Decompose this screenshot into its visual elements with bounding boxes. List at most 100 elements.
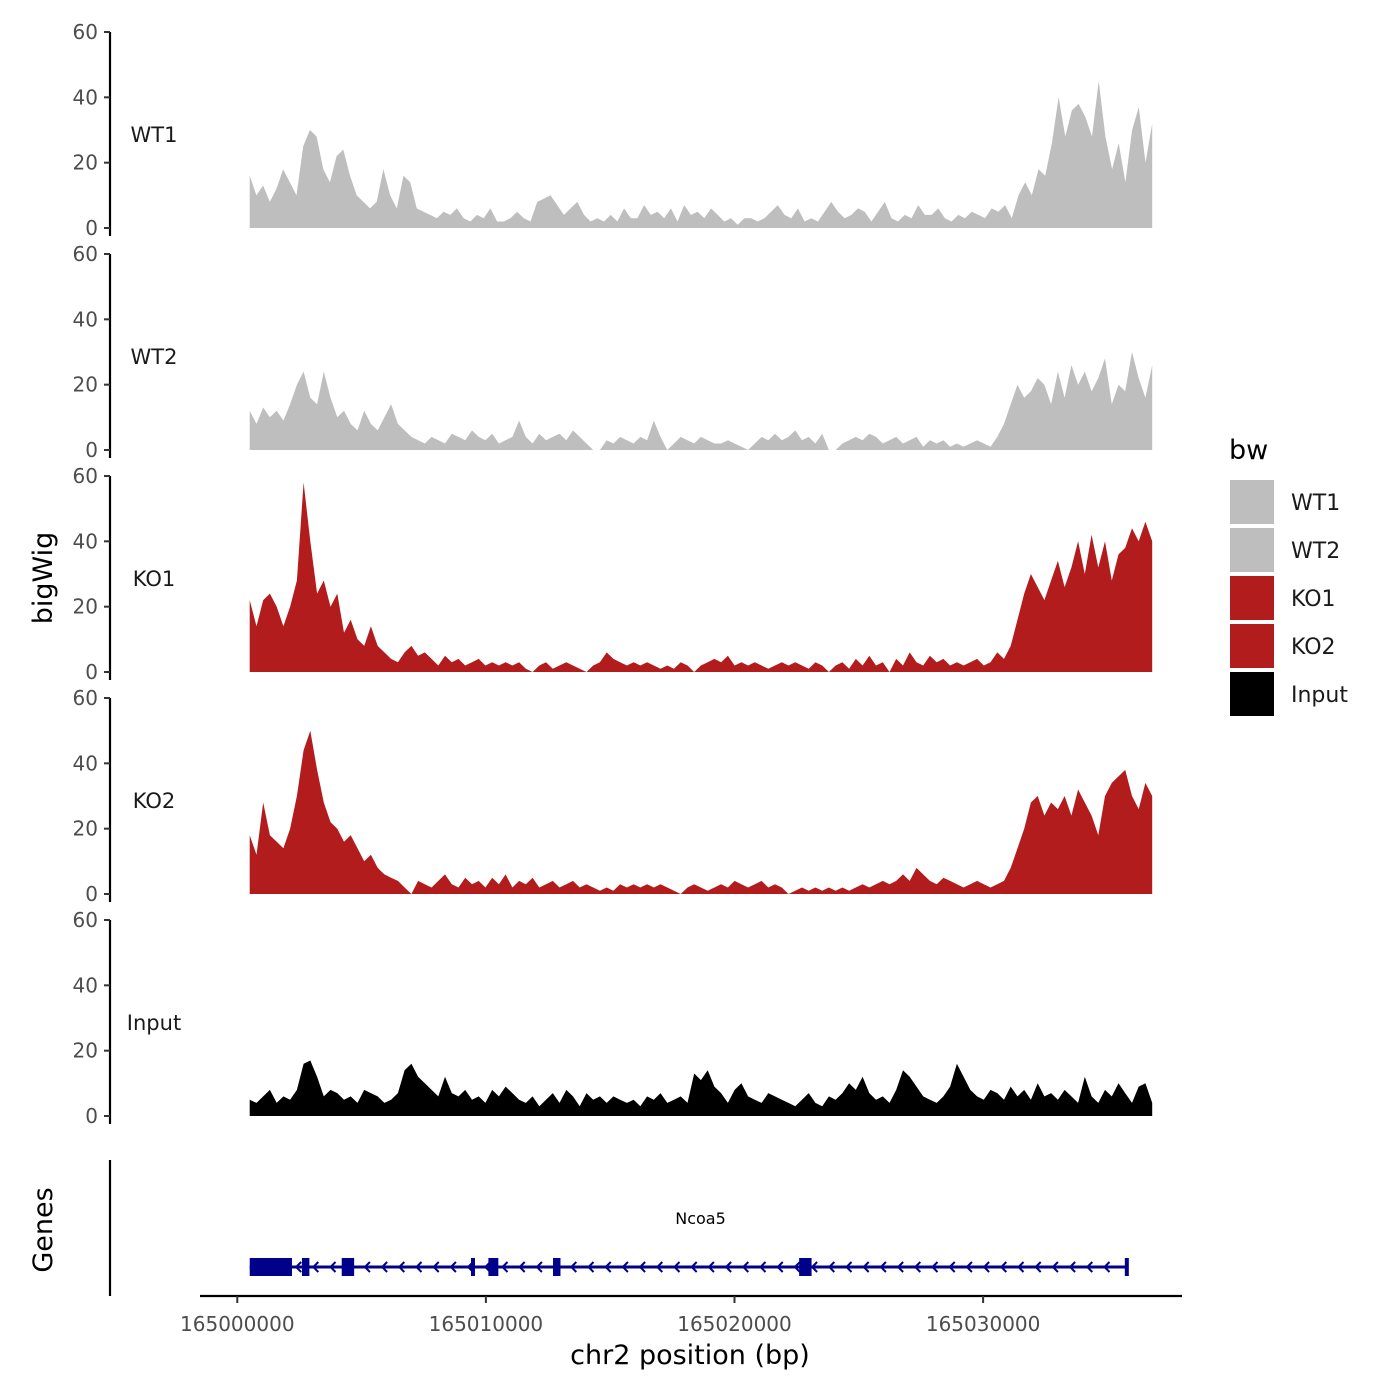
y-tick-label: 60 xyxy=(73,242,98,266)
y-tick-label: 60 xyxy=(73,686,98,710)
strand-arrow xyxy=(896,1261,904,1273)
x-tick-label: 165030000 xyxy=(926,1312,1041,1336)
strand-arrow xyxy=(329,1261,337,1273)
legend-swatch xyxy=(1230,672,1274,716)
track-label: Input xyxy=(127,1011,181,1035)
strand-arrow xyxy=(501,1261,509,1273)
legend-swatch xyxy=(1230,528,1274,572)
strand-arrow xyxy=(999,1261,1008,1273)
track-label: WT1 xyxy=(131,123,178,147)
legend-label: Input xyxy=(1291,683,1348,708)
x-axis: 165000000 165010000 165020000 165030000 xyxy=(180,1294,1182,1336)
strand-arrow xyxy=(1085,1261,1094,1273)
strand-arrow xyxy=(432,1261,440,1273)
y-tick-label: 20 xyxy=(73,1039,98,1063)
x-tick-label: 165010000 xyxy=(429,1312,544,1336)
strand-arrow xyxy=(1103,1261,1111,1273)
strand-arrow xyxy=(741,1261,750,1273)
y-tick-label: 20 xyxy=(73,373,98,397)
track-label: KO1 xyxy=(133,567,176,591)
strand-arrow xyxy=(518,1261,526,1273)
gene-exon xyxy=(470,1258,475,1276)
legend-swatch xyxy=(1230,480,1274,524)
strand-arrow xyxy=(380,1261,388,1273)
area-input xyxy=(249,1060,1153,1116)
x-tick-label: 165020000 xyxy=(677,1312,792,1336)
legend-item-input: Input xyxy=(1230,672,1348,716)
y-tick-label: 40 xyxy=(73,307,98,331)
strand-arrow xyxy=(724,1261,732,1273)
strand-arrow xyxy=(363,1261,371,1273)
strand-arrow xyxy=(879,1261,887,1273)
strand-arrow xyxy=(397,1261,406,1273)
strand-arrow xyxy=(1068,1261,1076,1273)
y-tick-label: 40 xyxy=(73,85,98,109)
strand-arrow xyxy=(776,1261,784,1273)
gene-exon xyxy=(553,1258,561,1276)
strand-arrow xyxy=(1034,1261,1042,1273)
legend: bw WT1 WT2 KO1 KO2 Input xyxy=(1229,435,1348,716)
strand-arrow xyxy=(982,1261,990,1273)
area-wt2 xyxy=(249,352,1153,450)
y-tick-label: 0 xyxy=(85,882,98,906)
y-tick-label: 20 xyxy=(73,595,98,619)
strand-arrow xyxy=(690,1261,698,1273)
strand-arrow xyxy=(793,1261,801,1273)
area-ko2 xyxy=(249,730,1153,894)
gene-track-panel: Ncoa5 xyxy=(108,1160,1129,1296)
gene-exon xyxy=(301,1258,310,1276)
strand-arrow xyxy=(621,1261,629,1273)
y-tick-label: 40 xyxy=(73,973,98,997)
strand-arrow xyxy=(1017,1261,1025,1273)
legend-swatch xyxy=(1230,624,1274,668)
y-tick-label: 60 xyxy=(73,464,98,488)
y-tick-label: 0 xyxy=(85,216,98,240)
strand-arrow xyxy=(415,1261,423,1273)
gene-exon xyxy=(799,1258,812,1276)
legend-item-wt1: WT1 xyxy=(1230,480,1340,524)
strand-arrow xyxy=(604,1261,612,1273)
track-wt1: 0 20 40 60 WT1 xyxy=(73,20,1153,240)
track-wt2: 0 20 40 60 WT2 xyxy=(73,242,1153,462)
signal-tracks: 0 20 40 60 WT1 0 20 40 60 WT2 0 20 40 60 KO1 0 20 40 60 KO2… xyxy=(73,20,1153,1128)
strand-arrow xyxy=(655,1261,664,1273)
x-axis-title: chr2 position (bp) xyxy=(570,1340,810,1371)
y-tick-label: 0 xyxy=(85,438,98,462)
legend-title: bw xyxy=(1229,435,1268,466)
genes-axis-title: Genes xyxy=(28,1187,59,1272)
legend-swatch xyxy=(1230,576,1274,620)
track-label: WT2 xyxy=(131,345,178,369)
gene-name: Ncoa5 xyxy=(675,1209,726,1228)
strand-arrow xyxy=(449,1261,457,1273)
y-axis-title: bigWig xyxy=(28,532,59,625)
strand-arrow xyxy=(948,1261,956,1273)
track-label: KO2 xyxy=(133,789,176,813)
y-tick-label: 60 xyxy=(73,20,98,44)
y-tick-label: 0 xyxy=(85,660,98,684)
strand-arrow xyxy=(965,1261,973,1273)
gene-exon xyxy=(1124,1258,1129,1276)
strand-arrow xyxy=(1051,1261,1059,1273)
legend-label: KO2 xyxy=(1291,635,1336,660)
track-ko1: 0 20 40 60 KO1 xyxy=(73,464,1153,684)
strand-arrow xyxy=(845,1261,853,1273)
y-tick-label: 40 xyxy=(73,751,98,775)
legend-item-wt2: WT2 xyxy=(1230,528,1340,572)
y-tick-label: 60 xyxy=(73,908,98,932)
strand-arrow xyxy=(311,1261,320,1273)
strand-arrow xyxy=(759,1261,767,1273)
strand-arrow xyxy=(535,1261,543,1273)
strand-arrow xyxy=(707,1261,715,1273)
gene-exon xyxy=(249,1258,292,1276)
y-tick-label: 20 xyxy=(73,151,98,175)
gene-exon xyxy=(341,1258,355,1276)
strand-arrow xyxy=(931,1261,939,1273)
legend-label: WT2 xyxy=(1291,539,1340,564)
strand-arrow xyxy=(638,1261,646,1273)
area-ko1 xyxy=(249,482,1153,672)
strand-arrow xyxy=(913,1261,922,1273)
y-tick-label: 40 xyxy=(73,529,98,553)
y-tick-label: 20 xyxy=(73,817,98,841)
strand-arrow xyxy=(827,1261,836,1273)
